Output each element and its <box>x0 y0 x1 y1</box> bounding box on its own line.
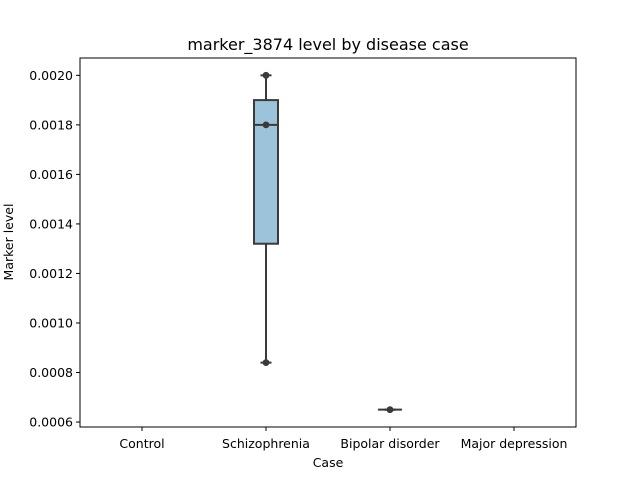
y-tick-label: 0.0012 <box>29 266 73 281</box>
y-tick-label: 0.0010 <box>29 315 73 330</box>
x-axis-label: Case <box>313 455 344 470</box>
data-point <box>386 406 394 414</box>
data-point <box>262 359 270 367</box>
x-axis: Control Schizophrenia Bipolar disorder Majo… <box>119 427 567 451</box>
data-point <box>262 71 270 79</box>
plot-frame <box>79 57 577 428</box>
chart-title: marker_3874 level by disease case <box>187 35 468 55</box>
y-tick-label: 0.0008 <box>29 365 73 380</box>
y-axis: 0.0006 0.0008 0.0010 0.0012 0.0014 0.0016 0.00… <box>29 68 80 430</box>
x-tick-label: Control <box>119 436 164 451</box>
y-tick-label: 0.0014 <box>29 216 73 231</box>
x-tick-label: Bipolar disorder <box>340 436 440 451</box>
y-tick-label: 0.0018 <box>29 117 73 132</box>
y-tick-label: 0.0016 <box>29 167 73 182</box>
x-tick-label: Major depression <box>461 436 568 451</box>
data-point <box>262 121 270 129</box>
y-tick-label: 0.0006 <box>29 415 73 430</box>
x-tick-label: Schizophrenia <box>222 436 310 451</box>
y-tick-label: 0.0020 <box>29 68 73 83</box>
boxes-layer <box>253 71 402 414</box>
y-axis-label: Marker level <box>1 204 16 281</box>
